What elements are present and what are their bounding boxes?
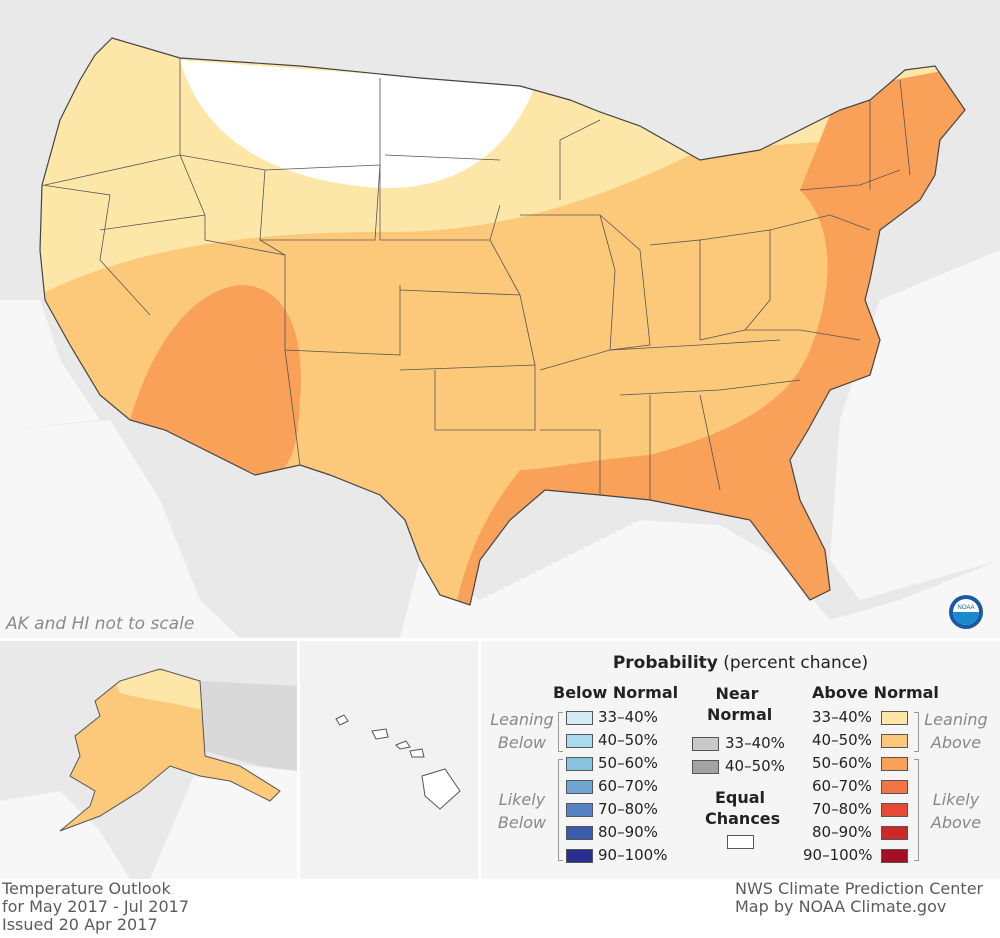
- legend: Probability (percent chance) Below Norma…: [481, 641, 1000, 879]
- us-outline: [39, 37, 966, 606]
- likely-above-line1: Likely: [932, 790, 980, 809]
- alaska-inset: [0, 641, 297, 879]
- ak-zone-33-40: [110, 671, 210, 711]
- above-label-0: 33–40%: [812, 708, 872, 726]
- above-swatch-4: [881, 803, 908, 817]
- above-label-1: 40–50%: [812, 731, 872, 749]
- zone-equal-chances: [180, 60, 535, 189]
- below-swatch-1: [566, 734, 593, 748]
- likely-above-label: Likely Above: [921, 788, 991, 834]
- below-label-4: 70–80%: [598, 800, 658, 818]
- below-label-1: 40–50%: [598, 731, 658, 749]
- below-swatch-3: [566, 780, 593, 794]
- below-swatch-2: [566, 757, 593, 771]
- near-swatch-1: [692, 760, 719, 774]
- pacific-ocean: [0, 300, 100, 430]
- leaning-below-label: Leaning Below: [487, 708, 557, 754]
- below-swatch-0: [566, 711, 593, 725]
- likely-below-bracket: [558, 759, 563, 861]
- leaning-above-line2: Above: [930, 733, 982, 752]
- above-swatch-3: [881, 780, 908, 794]
- equal-chances-header: Equal Chances: [705, 787, 780, 829]
- likely-below-label: Likely Below: [487, 788, 557, 834]
- below-swatch-4: [566, 803, 593, 817]
- outlook-period: for May 2017 - Jul 2017: [2, 897, 190, 916]
- hawaii-islands: [335, 714, 461, 810]
- leaning-above-line1: Leaning: [924, 710, 988, 729]
- near-label-0: 33–40%: [725, 734, 785, 752]
- likely-below-line1: Likely: [498, 790, 546, 809]
- equal-line1: Equal: [714, 788, 766, 807]
- near-normal-header: Near Normal: [707, 683, 772, 725]
- above-label-3: 60–70%: [812, 777, 872, 795]
- leaning-below-line1: Leaning: [490, 710, 554, 729]
- near-swatch-0: [692, 737, 719, 751]
- canada-yukon: [200, 681, 297, 771]
- outlook-title: Temperature Outlook: [2, 879, 171, 898]
- near-label-1: 40–50%: [725, 757, 785, 775]
- above-swatch-1: [881, 734, 908, 748]
- below-swatch-6: [566, 849, 593, 863]
- legend-title-bold: Probability: [612, 653, 718, 673]
- above-label-5: 80–90%: [812, 823, 872, 841]
- state-boundaries: [41, 58, 911, 500]
- below-label-3: 60–70%: [598, 777, 658, 795]
- credit-climate-gov: Map by NOAA Climate.gov: [735, 897, 947, 916]
- near-header-line1: Near: [715, 684, 759, 703]
- below-swatch-5: [566, 826, 593, 840]
- legend-title: Probability (percent chance): [481, 653, 1000, 673]
- pacific-ocean-south: [0, 420, 240, 638]
- above-label-6: 90–100%: [803, 846, 873, 864]
- likely-above-bracket: [914, 759, 919, 861]
- below-label-6: 90–100%: [598, 846, 668, 864]
- above-swatch-6: [881, 849, 908, 863]
- leaning-below-line2: Below: [497, 733, 547, 752]
- bering-sea: [0, 791, 130, 879]
- svg-text:NOAA: NOAA: [957, 605, 974, 611]
- above-swatch-2: [881, 757, 908, 771]
- above-label-2: 50–60%: [812, 754, 872, 772]
- conus-map-svg: NOAA: [0, 37, 1000, 638]
- likely-above-line2: Above: [930, 813, 982, 832]
- below-label-2: 50–60%: [598, 754, 658, 772]
- scale-note: AK and HI not to scale: [6, 614, 195, 634]
- legend-title-rest: (percent chance): [717, 653, 869, 673]
- above-swatch-0: [881, 711, 908, 725]
- equal-line2: Chances: [705, 809, 781, 828]
- leaning-below-bracket: [558, 712, 563, 752]
- noaa-logo: NOAA: [949, 595, 983, 629]
- gulf-of-mexico: [400, 520, 1000, 638]
- leaning-above-label: Leaning Above: [921, 708, 991, 754]
- footer-left: Temperature Outlook for May 2017 - Jul 2…: [2, 880, 189, 934]
- credit-cpc: NWS Climate Prediction Center: [735, 879, 984, 898]
- main-map: NOAA AK and HI not to scale: [0, 0, 1000, 638]
- hawaii-map-svg: [335, 714, 461, 810]
- alaska-map-svg: [0, 641, 297, 879]
- hawaii-inset: [300, 641, 478, 879]
- below-normal-header: Below Normal: [553, 683, 679, 702]
- equal-chances-swatch: [727, 835, 754, 849]
- leaning-above-bracket: [914, 712, 919, 752]
- alaska-outline: [59, 668, 281, 832]
- above-label-4: 70–80%: [812, 800, 872, 818]
- above-normal-header: Above Normal: [812, 683, 939, 702]
- above-swatch-5: [881, 826, 908, 840]
- near-header-line2: Normal: [707, 705, 773, 724]
- zone-likely-above-southwest: [130, 285, 301, 480]
- footer-right: NWS Climate Prediction Center Map by NOA…: [735, 880, 983, 916]
- below-label-5: 80–90%: [598, 823, 658, 841]
- outlook-issued: Issued 20 Apr 2017: [2, 915, 158, 934]
- below-label-0: 33–40%: [598, 708, 658, 726]
- likely-below-line2: Below: [497, 813, 547, 832]
